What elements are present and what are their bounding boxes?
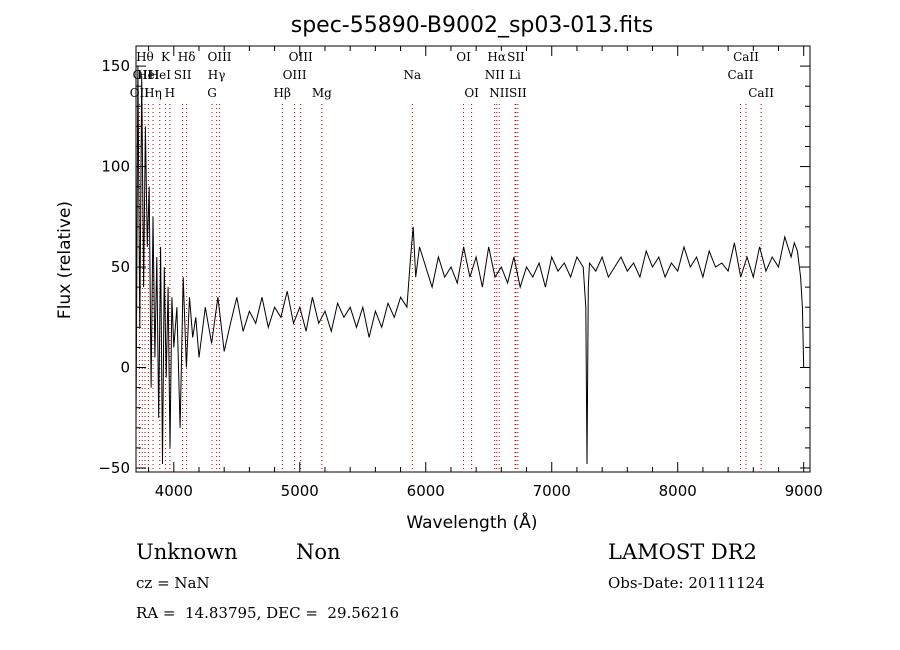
line-label-26: CaII [728, 68, 754, 82]
line-label-7: H [165, 86, 175, 100]
line-label-20: NII [485, 68, 505, 82]
y-tick-label-0: −50 [98, 459, 130, 477]
line-label-23: Li [509, 68, 521, 82]
y-tick-label-1: 0 [120, 359, 130, 377]
line-label-5: HeI [149, 68, 172, 82]
x-tick-label-5: 9000 [785, 482, 823, 500]
line-label-27: CaII [733, 50, 759, 64]
line-label-22: NII [489, 86, 509, 100]
plot-border [135, 45, 811, 473]
y-axis-label: Flux (relative) [55, 201, 75, 319]
line-label-4: Hη [144, 86, 162, 100]
line-label-15: OIII [289, 50, 313, 64]
flux-series [135, 66, 805, 465]
line-label-10: G [207, 86, 217, 100]
spectral-line-labels: OIIOIIHθHeIHηHeIKHSIIHδGHγOIIIHβOIIIOIII… [130, 50, 775, 100]
flux-line [135, 66, 805, 465]
object-subclass: Non [296, 540, 341, 564]
line-label-13: Hβ [274, 86, 291, 100]
spectrum-chart: spec-55890-B9002_sp03-013.fits OIIOIIHθH… [55, 13, 823, 533]
line-label-0: OII [130, 86, 150, 100]
x-tick-label-3: 7000 [533, 482, 571, 500]
axis-ticks: 4000 5000 6000 7000 8000 9000 −50 0 50 100 150 [98, 46, 823, 500]
line-label-19: OI [464, 86, 479, 100]
line-label-21: Hα [487, 50, 506, 64]
plot-frame [135, 45, 811, 473]
line-label-9: Hδ [178, 50, 196, 64]
line-label-14: OIII [283, 68, 307, 82]
line-label-28: CaII [748, 86, 774, 100]
survey-name: LAMOST DR2 [608, 540, 757, 564]
y-tick-label-3: 100 [101, 158, 130, 176]
object-class: Unknown [136, 540, 238, 564]
line-label-11: Hγ [208, 68, 226, 82]
line-label-24: SII [507, 50, 525, 64]
line-label-17: Na [403, 68, 421, 82]
observation-date: Obs-Date: 20111124 [608, 574, 765, 592]
x-axis-label: Wavelength (Å) [406, 511, 537, 533]
line-label-8: SII [174, 68, 192, 82]
line-label-3: HeI [137, 68, 160, 82]
line-label-18: OI [456, 50, 471, 64]
line-label-16: Mg [312, 86, 332, 100]
line-label-25: SII [509, 86, 527, 100]
x-tick-label-4: 8000 [659, 482, 697, 500]
line-label-2: Hθ [136, 50, 154, 64]
x-tick-label-0: 4000 [155, 482, 193, 500]
y-tick-label-4: 150 [101, 57, 130, 75]
coordinates-readout: RA = 14.83795, DEC = 29.56216 [136, 604, 400, 622]
x-tick-label-1: 5000 [281, 482, 319, 500]
line-label-6: K [161, 50, 171, 64]
spectral-line-markers [138, 104, 762, 472]
y-tick-label-2: 50 [111, 258, 130, 276]
x-tick-label-2: 6000 [407, 482, 445, 500]
line-label-12: OIII [207, 50, 231, 64]
redshift-readout: cz = NaN [136, 574, 210, 592]
chart-title: spec-55890-B9002_sp03-013.fits [291, 13, 654, 38]
